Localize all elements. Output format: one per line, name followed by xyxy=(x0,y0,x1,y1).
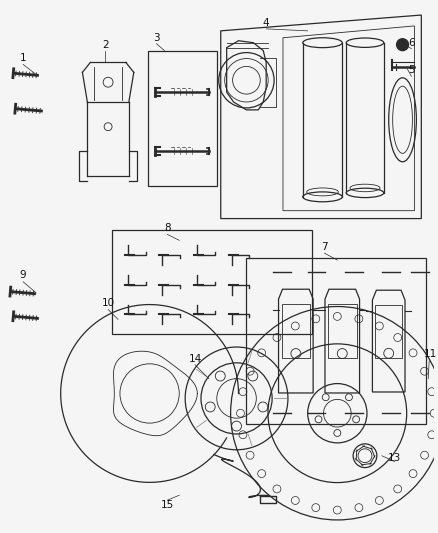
Text: 10: 10 xyxy=(102,297,115,308)
Text: 6: 6 xyxy=(408,38,415,47)
Text: 2: 2 xyxy=(102,39,109,50)
Text: 4: 4 xyxy=(263,18,269,28)
Text: 14: 14 xyxy=(188,354,201,364)
Text: 9: 9 xyxy=(20,270,26,280)
Bar xyxy=(282,304,310,358)
Bar xyxy=(247,258,426,424)
Text: 3: 3 xyxy=(153,33,160,43)
Text: 11: 11 xyxy=(424,349,437,359)
Text: 13: 13 xyxy=(388,453,401,463)
Text: 8: 8 xyxy=(164,223,171,233)
Bar xyxy=(328,304,357,358)
Text: 15: 15 xyxy=(161,500,174,510)
Text: 5: 5 xyxy=(408,66,415,75)
Bar xyxy=(148,51,217,186)
Text: 7: 7 xyxy=(321,242,328,252)
Bar xyxy=(112,230,312,334)
Bar xyxy=(375,305,402,358)
Circle shape xyxy=(397,39,409,51)
Text: 1: 1 xyxy=(20,53,26,62)
